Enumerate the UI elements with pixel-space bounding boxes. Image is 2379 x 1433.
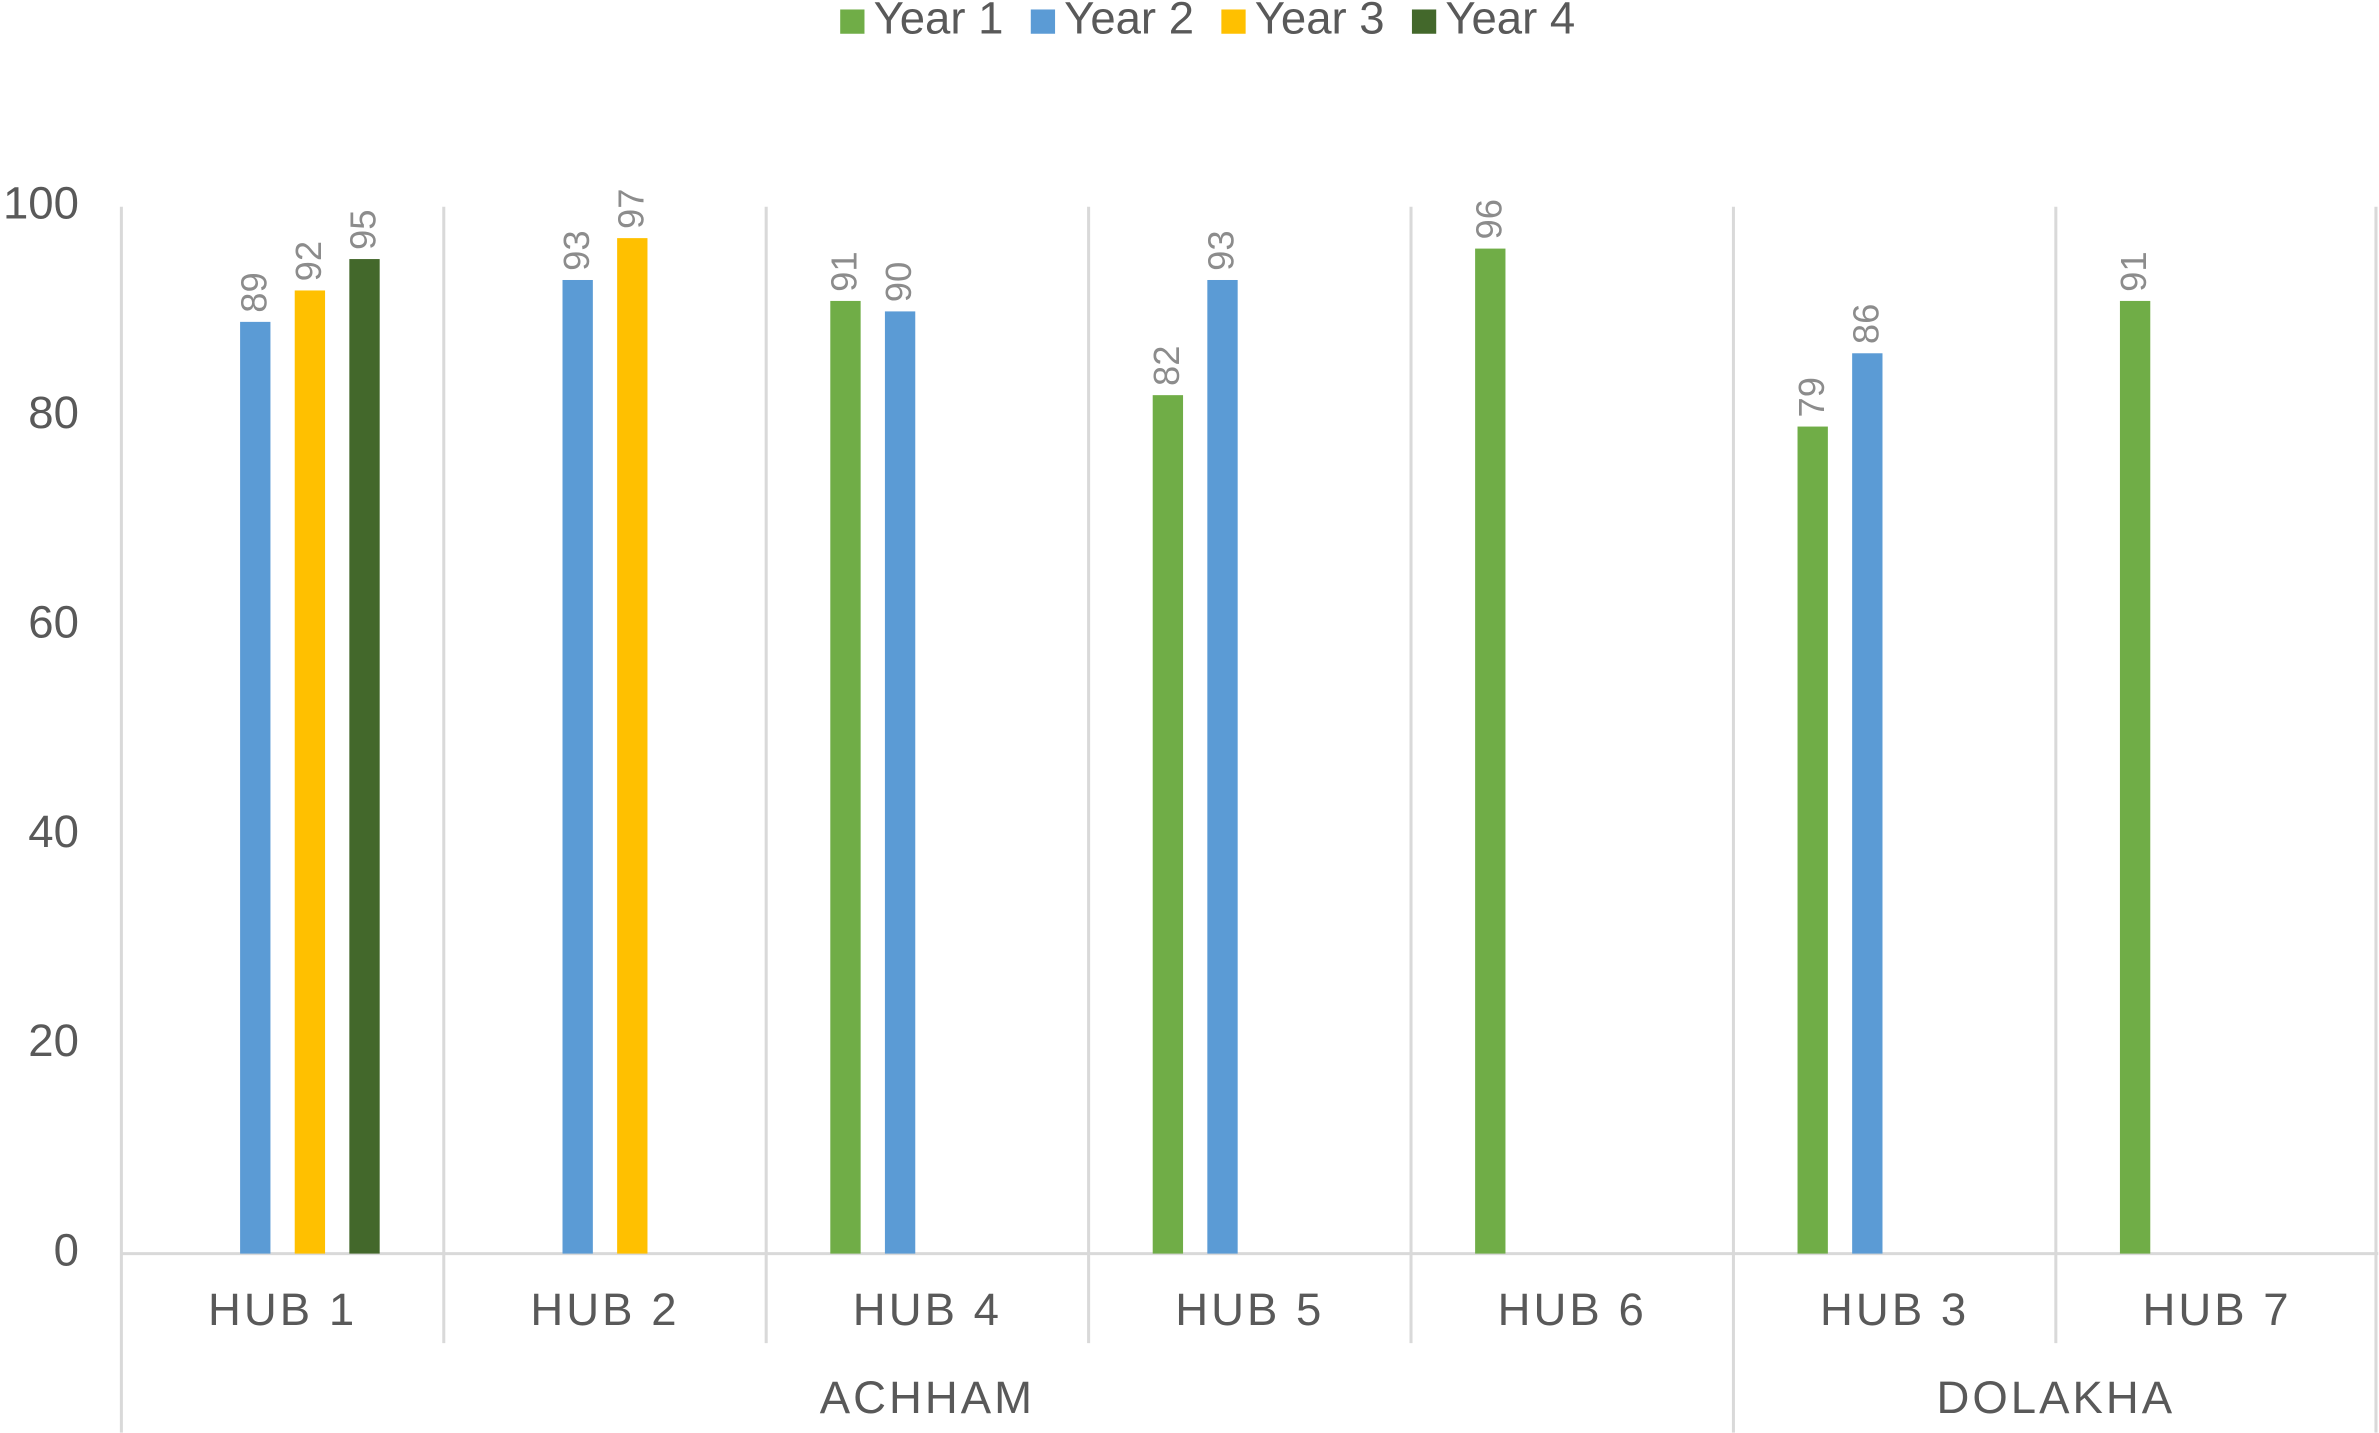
- x-tick-label: HUB 2: [530, 1284, 679, 1335]
- x-tick-label: HUB 4: [853, 1284, 1002, 1335]
- bar: [562, 279, 593, 1254]
- x-tick-label: HUB 6: [1498, 1284, 1647, 1335]
- bar: [617, 238, 648, 1254]
- data-label: 91: [2113, 251, 2154, 292]
- group-label: DOLAKHA: [1936, 1372, 2175, 1423]
- bar: [1852, 353, 1883, 1254]
- y-tick-label: 40: [28, 806, 79, 857]
- y-tick-label: 100: [3, 178, 79, 229]
- x-tick-label: HUB 7: [2142, 1284, 2291, 1335]
- legend-label: Year 2: [1064, 0, 1194, 44]
- data-label: 95: [343, 209, 384, 250]
- bar: [830, 300, 861, 1254]
- x-tick-label: HUB 3: [1820, 1284, 1969, 1335]
- y-tick-label: 60: [28, 596, 79, 647]
- group-label: ACHHAM: [820, 1372, 1035, 1423]
- bar: [1207, 279, 1238, 1254]
- data-label: 79: [1791, 377, 1832, 418]
- legend-label: Year 3: [1255, 0, 1385, 44]
- data-label: 82: [1146, 346, 1187, 387]
- legend-swatch: [1411, 9, 1437, 34]
- x-tick-label: HUB 5: [1175, 1284, 1324, 1335]
- legend-swatch: [1221, 9, 1246, 34]
- bar: [1152, 395, 1184, 1254]
- bar: [349, 259, 380, 1254]
- bar: [240, 321, 271, 1254]
- legend-label: Year 1: [874, 0, 1004, 44]
- x-tick-label: HUB 1: [208, 1284, 357, 1335]
- data-label: 86: [1845, 304, 1886, 345]
- data-label: 93: [556, 230, 597, 271]
- data-label: 96: [1468, 199, 1509, 240]
- data-label: 89: [233, 272, 274, 313]
- data-label: 90: [878, 262, 919, 303]
- legend-label: Year 4: [1445, 0, 1575, 44]
- bar: [1797, 426, 1828, 1254]
- bar: [294, 290, 326, 1254]
- legend-swatch: [840, 9, 865, 34]
- y-tick-label: 0: [54, 1225, 79, 1276]
- y-tick-label: 20: [28, 1015, 79, 1066]
- bar: [884, 311, 916, 1254]
- data-label: 93: [1201, 230, 1242, 271]
- data-label: 97: [610, 189, 651, 230]
- y-tick-label: 80: [28, 387, 79, 438]
- data-label: 92: [288, 241, 329, 282]
- bar: [1475, 248, 1506, 1254]
- legend-swatch: [1030, 9, 1056, 34]
- data-label: 91: [824, 251, 865, 292]
- bar: [2119, 300, 2151, 1254]
